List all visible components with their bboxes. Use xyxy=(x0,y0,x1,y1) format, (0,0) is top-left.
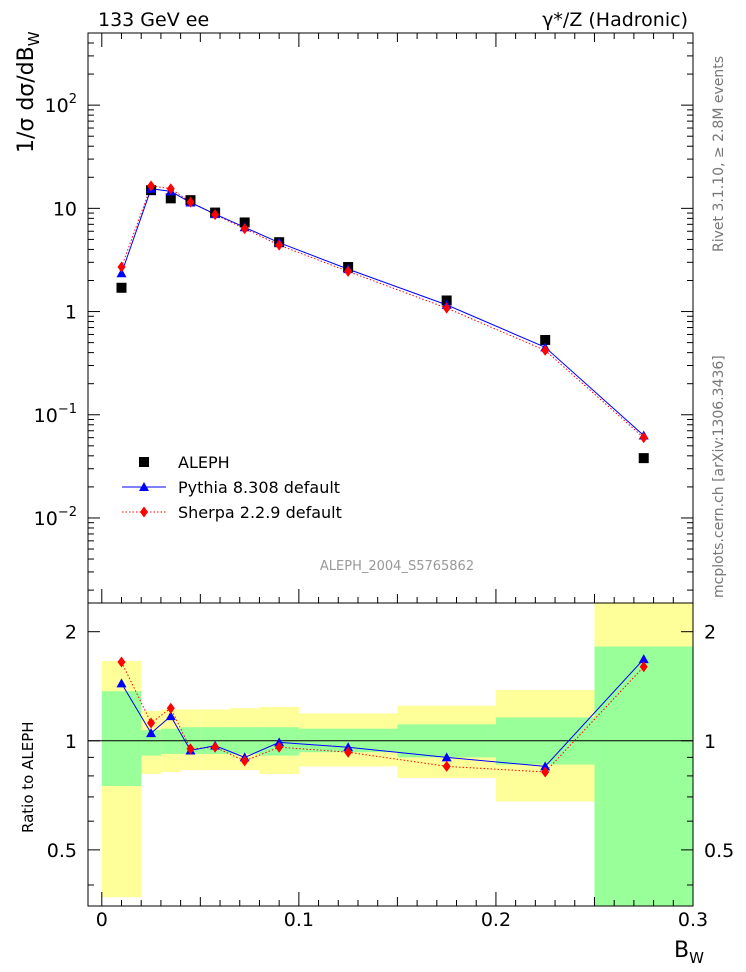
sherpa-ratio-point xyxy=(147,717,156,729)
sherpa-point xyxy=(442,302,451,314)
pythia-ratio-point xyxy=(441,752,452,762)
sherpa-ratio-point xyxy=(442,760,451,772)
sherpa-point xyxy=(541,344,550,356)
aleph-point xyxy=(540,335,551,346)
ratio-panel: 0.5 0.5 1 1 2 2 0 0.1 0.2 0.3 xyxy=(47,602,734,931)
pythia-point xyxy=(116,268,127,278)
sherpa-ratio-point xyxy=(639,661,648,673)
sherpa-point xyxy=(117,261,126,273)
legend: ALEPH Pythia 8.308 default Sherpa 2.2.9 de… xyxy=(122,453,342,522)
bottom-frame xyxy=(87,602,694,907)
x-tick-label: 0.1 xyxy=(284,909,314,931)
ratio-y-tick-label-left: 1 xyxy=(65,731,77,753)
sherpa-ratio-line xyxy=(121,661,645,773)
top-y-tick-label: 1 xyxy=(65,302,77,324)
bottom-y-axis-title: Ratio to ALEPH xyxy=(19,721,37,833)
sherpa-point xyxy=(240,223,249,235)
top-panel: 10−2 10−1 1 10 102 xyxy=(34,32,694,604)
legend-label: ALEPH xyxy=(178,453,230,472)
x-tick-label: 0.3 xyxy=(678,909,708,931)
legend-aleph-marker xyxy=(139,457,149,467)
sherpa-ratio-point xyxy=(186,743,195,755)
sherpa-point xyxy=(147,180,156,192)
sherpa-point xyxy=(639,432,648,444)
header-right: γ*/Z (Hadronic) xyxy=(542,9,688,31)
legend-label: Pythia 8.308 default xyxy=(178,478,340,497)
sherpa-ratio-point xyxy=(211,741,220,753)
aleph-point xyxy=(165,193,176,204)
ratio-y-tick-label-right: 1 xyxy=(704,731,716,753)
rivet-version-label: Rivet 3.1.10, ≥ 2.8M events xyxy=(711,56,727,252)
x-tick-label: 0.2 xyxy=(481,909,511,931)
sherpa-line xyxy=(121,185,645,439)
aleph-point xyxy=(116,282,127,293)
top-y-tick-label: 10−2 xyxy=(34,505,77,530)
pythia-ratio-point xyxy=(165,711,176,721)
ratio-y-tick-label-left: 0.5 xyxy=(47,840,77,862)
source-url-label: mcplots.cern.ch [arXiv:1306.3436] xyxy=(711,355,727,598)
pythia-ratio-point xyxy=(146,728,157,738)
sherpa-point xyxy=(166,183,175,195)
aleph-point xyxy=(638,453,649,464)
sherpa-ratio-point xyxy=(166,702,175,714)
ratio-y-tick-label-right: 2 xyxy=(704,622,716,644)
header-left: 133 GeV ee xyxy=(98,9,209,31)
sherpa-ratio-point xyxy=(541,766,550,778)
x-tick-label: 0 xyxy=(96,909,108,931)
band-inner-1 xyxy=(141,730,161,756)
sherpa-ratio-point xyxy=(344,746,353,758)
sherpa-point xyxy=(211,209,220,221)
top-y-tick-label: 102 xyxy=(45,92,77,117)
ratio-y-tick-label-left: 2 xyxy=(65,622,77,644)
pythia-line xyxy=(121,188,645,436)
band-inner-2 xyxy=(160,728,181,754)
legend-pythia-marker xyxy=(139,482,149,491)
sherpa-ratio-point xyxy=(117,656,126,668)
sherpa-point xyxy=(275,239,284,251)
sherpa-ratio-point xyxy=(240,755,249,767)
top-y-tick-label: 10 xyxy=(53,198,77,220)
analysis-label: ALEPH_2004_S5765862 xyxy=(320,559,474,574)
sherpa-point xyxy=(344,265,353,277)
ratio-y-tick-label-right: 0.5 xyxy=(704,840,734,862)
x-axis-title: BW xyxy=(674,938,704,967)
legend-label: Sherpa 2.2.9 default xyxy=(178,503,342,522)
pythia-ratio-point xyxy=(116,678,127,688)
sherpa-ratio-point xyxy=(275,741,284,753)
sherpa-point xyxy=(186,196,195,208)
legend-sherpa-marker xyxy=(140,506,148,518)
top-y-axis-title: 1/σ dσ/dBW xyxy=(14,31,43,153)
top-y-tick-label: 10−1 xyxy=(34,402,77,427)
pythia-ratio-point xyxy=(540,761,551,771)
pythia-ratio-point xyxy=(638,654,649,664)
band-inner-10 xyxy=(594,646,693,906)
band-inner-0 xyxy=(101,691,142,787)
